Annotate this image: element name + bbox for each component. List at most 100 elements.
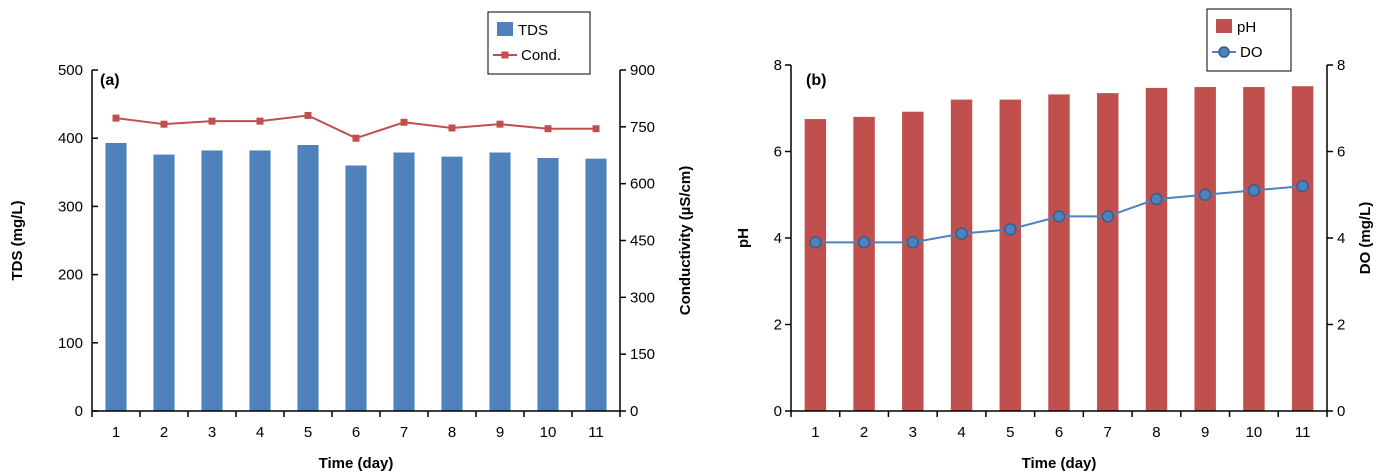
data-point xyxy=(1052,210,1066,223)
y2-tick-label: 750 xyxy=(630,119,655,136)
x-tick-label: 1 xyxy=(811,424,819,441)
y-axis-label: TDS (mg/L) xyxy=(9,201,26,281)
data-point xyxy=(1150,192,1163,206)
data-point xyxy=(1101,210,1114,223)
y2-tick-label: 300 xyxy=(630,289,655,306)
x-tick-label: 3 xyxy=(208,424,216,441)
bar xyxy=(345,165,367,411)
bar xyxy=(1291,86,1314,411)
bar xyxy=(1243,87,1265,412)
y-tick-label: 8 xyxy=(774,57,782,74)
x-tick-label: 4 xyxy=(957,424,965,441)
x-axis-label: Time (day) xyxy=(1022,455,1097,472)
legend-swatch-bar xyxy=(1216,19,1232,33)
data-point xyxy=(112,114,120,122)
data-point xyxy=(809,236,822,249)
y2-axis-label: Conductivity (µS/cm) xyxy=(677,166,694,316)
data-point xyxy=(256,117,264,125)
legend: pH DO xyxy=(1206,8,1292,72)
x-tick-label: 1 xyxy=(112,424,120,441)
bar xyxy=(999,99,1021,411)
y-tick-label: 4 xyxy=(774,230,782,247)
bar xyxy=(1145,87,1168,412)
y-tick-label: 2 xyxy=(774,317,782,334)
y2-tick-label: 8 xyxy=(1337,57,1345,74)
y-tick-label: 500 xyxy=(58,62,83,79)
bar xyxy=(537,157,559,411)
bar xyxy=(1048,94,1070,411)
y-tick-label: 300 xyxy=(58,198,83,215)
bar xyxy=(441,156,463,411)
y2-tick-label: 4 xyxy=(1337,230,1345,247)
bar xyxy=(393,152,415,411)
bar xyxy=(489,152,511,411)
data-point xyxy=(906,236,920,249)
x-tick-label: 10 xyxy=(1246,424,1263,441)
data-point xyxy=(400,118,408,126)
data-point xyxy=(1247,184,1261,197)
y-tick-label: 0 xyxy=(774,403,782,420)
x-tick-label: 4 xyxy=(256,424,264,441)
y-tick-label: 6 xyxy=(774,144,782,161)
bar xyxy=(105,142,127,411)
x-tick-label: 6 xyxy=(1055,424,1063,441)
bar xyxy=(1194,87,1216,412)
bar xyxy=(297,145,319,411)
x-tick-label: 7 xyxy=(400,424,408,441)
data-point xyxy=(1004,223,1017,236)
y2-axis-label: DO (mg/L) xyxy=(1357,202,1374,275)
y2-tick-label: 600 xyxy=(630,176,655,193)
data-point xyxy=(544,125,552,133)
y2-tick-label: 450 xyxy=(630,233,655,250)
y-tick-label: 100 xyxy=(58,335,83,352)
legend-swatch-bar xyxy=(497,22,513,36)
data-point xyxy=(352,134,360,142)
bar xyxy=(853,116,875,412)
y2-tick-label: 0 xyxy=(630,403,638,420)
y2-tick-label: 2 xyxy=(1337,317,1345,334)
legend-label-bar: TDS xyxy=(518,22,548,39)
x-tick-label: 7 xyxy=(1104,424,1112,441)
data-point xyxy=(857,236,871,249)
y-tick-label: 0 xyxy=(75,403,83,420)
data-point xyxy=(592,125,600,133)
y2-tick-label: 0 xyxy=(1337,403,1345,420)
x-tick-label: 11 xyxy=(1295,424,1311,441)
data-point xyxy=(1198,188,1212,201)
data-point xyxy=(496,120,504,128)
x-tick-label: 9 xyxy=(1201,424,1209,441)
x-tick-label: 11 xyxy=(588,424,604,441)
chart-panel-b: 0 2 4 6 8 0 2 4 6 8 1 2 3 4 5 6 7 8 9 10 11 Time (day) pH DO (m… xyxy=(735,8,1374,472)
y2-tick-label: 900 xyxy=(630,62,655,79)
y2-tick-label: 6 xyxy=(1337,144,1345,161)
x-tick-label: 9 xyxy=(496,424,504,441)
data-point xyxy=(955,227,968,240)
legend-label-bar: pH xyxy=(1237,19,1256,36)
legend-marker xyxy=(501,51,509,59)
bar xyxy=(585,158,607,411)
bar xyxy=(804,119,827,411)
x-tick-label: 6 xyxy=(352,424,360,441)
bar xyxy=(950,99,973,411)
x-tick-label: 5 xyxy=(304,424,312,441)
data-point xyxy=(208,117,216,125)
bar xyxy=(201,150,223,411)
chart-panel-a: 0 100 200 300 400 500 0 150 300 450 600 750 900 1 2 3 4 5… xyxy=(9,11,694,472)
legend-label-line: DO xyxy=(1240,44,1263,61)
panel-label: (b) xyxy=(806,72,826,89)
x-tick-label: 10 xyxy=(540,424,557,441)
x-tick-label: 8 xyxy=(448,424,456,441)
legend: TDS Cond. xyxy=(487,11,591,75)
data-point xyxy=(448,124,456,132)
bar xyxy=(153,154,175,411)
y-tick-label: 400 xyxy=(58,130,83,147)
bar xyxy=(902,111,924,412)
y-axis-label: pH xyxy=(735,228,752,248)
bar xyxy=(249,150,271,411)
panel-label: (a) xyxy=(100,72,120,89)
x-axis-label: Time (day) xyxy=(319,455,394,472)
data-point xyxy=(304,111,312,119)
x-tick-label: 5 xyxy=(1006,424,1014,441)
legend-marker xyxy=(1218,46,1230,58)
